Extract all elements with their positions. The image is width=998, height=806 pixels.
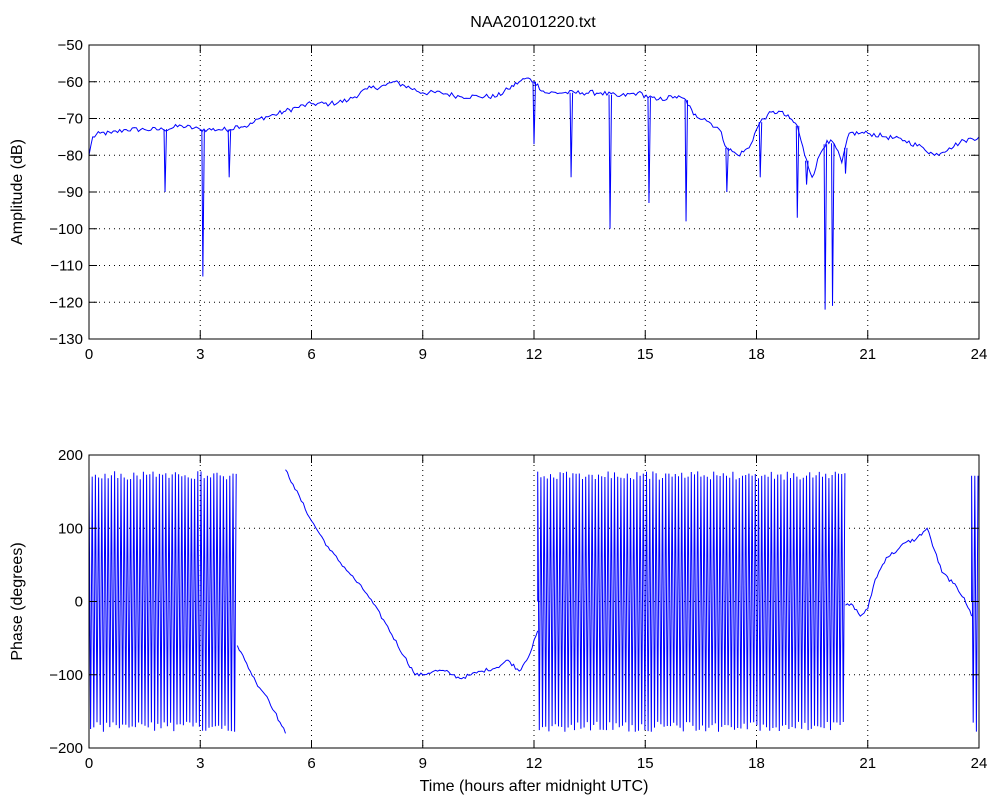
amplitude-dip xyxy=(608,94,613,229)
x-tick-label: 21 xyxy=(859,346,876,363)
y-tick-label: 200 xyxy=(58,447,83,464)
y-tick-label: −70 xyxy=(58,111,83,128)
x-tick-label: 3 xyxy=(196,346,204,363)
x-tick-label: 12 xyxy=(526,755,543,772)
y-tick-label: −90 xyxy=(58,184,83,201)
y-tick-label: 100 xyxy=(58,520,83,537)
y-tick-label: −130 xyxy=(49,331,83,348)
y-tick-label: −110 xyxy=(50,258,83,275)
phase-wrap-region-2 xyxy=(971,475,979,732)
y-axis-label: Phase (degrees) xyxy=(9,542,26,660)
amplitude-dip xyxy=(227,129,232,178)
amplitude-dip xyxy=(647,97,651,204)
amplitude-dip xyxy=(831,143,835,306)
x-tick-label: 24 xyxy=(971,755,988,772)
x-tick-label: 15 xyxy=(637,755,654,772)
x-tick-label: 3 xyxy=(196,755,204,772)
phase-wrap-region-0 xyxy=(89,471,237,732)
chart-title: NAA20101220.txt xyxy=(470,14,596,31)
x-tick-label: 15 xyxy=(637,346,654,363)
amplitude-dip xyxy=(844,147,848,174)
amplitude-dip xyxy=(805,160,809,185)
amplitude-panel: 0 3 6 9 12 15 18 21 24 −130 −120 −110 −100 −90 −80 −70 −… xyxy=(9,37,987,363)
amplitude-dip xyxy=(684,100,689,222)
amplitude-dip xyxy=(532,81,536,145)
x-tick-label: 9 xyxy=(419,755,427,772)
series-line-2 xyxy=(845,527,973,617)
x-tick-label: 18 xyxy=(748,755,765,772)
y-tick-label: −50 xyxy=(58,37,83,54)
x-tick-label: 6 xyxy=(307,755,315,772)
amplitude-dip xyxy=(163,129,168,193)
phase-panel: 0 3 6 9 12 15 18 21 24 −200 −100 0 100 200 Phase (degr… xyxy=(9,447,987,795)
amplitude-dip xyxy=(201,129,205,277)
x-axis-label: Time (hours after midnight UTC) xyxy=(420,778,649,795)
x-tick-label: 18 xyxy=(748,346,765,363)
amplitude-dip xyxy=(569,92,574,178)
amplitude-dip xyxy=(725,147,729,193)
y-tick-label: −200 xyxy=(49,740,83,757)
x-tick-label: 9 xyxy=(419,346,427,363)
series-line-0 xyxy=(236,645,286,734)
y-tick-label: −80 xyxy=(58,147,83,164)
y-tick-label: −60 xyxy=(58,74,83,91)
x-tick-label: 6 xyxy=(307,346,315,363)
x-tick-label: 21 xyxy=(859,755,876,772)
x-tick-label: 12 xyxy=(526,346,543,363)
y-tick-label: −100 xyxy=(49,667,83,684)
x-tick-label: 24 xyxy=(971,346,988,363)
y-axis-label: Amplitude (dB) xyxy=(9,139,26,245)
x-tick-label: 0 xyxy=(85,755,93,772)
y-tick-label: −120 xyxy=(49,294,83,311)
amplitude-dip xyxy=(823,144,828,310)
x-tick-label: 0 xyxy=(85,346,93,363)
phase-wrap-region-1 xyxy=(537,471,846,732)
y-tick-label: 0 xyxy=(75,594,83,611)
series-line-1 xyxy=(285,469,539,680)
amplitude-dip xyxy=(758,122,763,178)
amplitude-dip xyxy=(795,125,800,218)
y-tick-label: −100 xyxy=(49,221,83,238)
